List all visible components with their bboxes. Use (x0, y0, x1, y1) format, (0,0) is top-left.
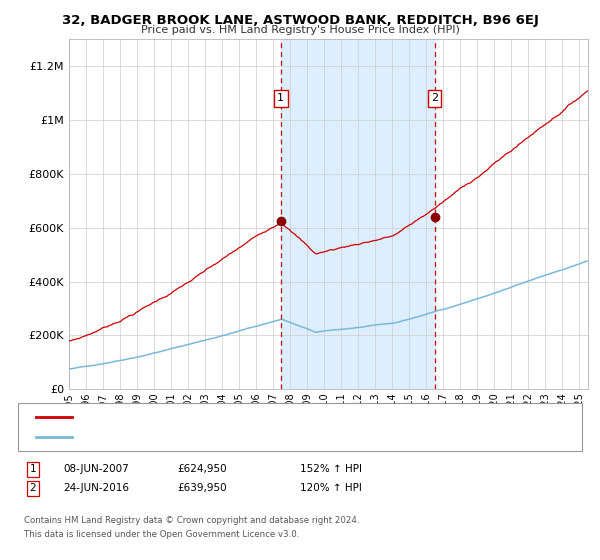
Bar (281, 39, 434, 389)
Text: 152% ↑ HPI: 152% ↑ HPI (300, 464, 362, 474)
Text: Price paid vs. HM Land Registry's House Price Index (HPI): Price paid vs. HM Land Registry's House … (140, 25, 460, 35)
Text: £624,950: £624,950 (177, 464, 227, 474)
Text: 1: 1 (277, 94, 284, 104)
Text: Contains HM Land Registry data © Crown copyright and database right 2024.
This d: Contains HM Land Registry data © Crown c… (24, 516, 359, 539)
Text: 120% ↑ HPI: 120% ↑ HPI (300, 483, 362, 493)
Text: 24-JUN-2016: 24-JUN-2016 (63, 483, 129, 493)
Text: HPI: Average price, detached house, Redditch: HPI: Average price, detached house, Redd… (81, 432, 305, 442)
Text: 32, BADGER BROOK LANE, ASTWOOD BANK, REDDITCH, B96 6EJ (detached house): 32, BADGER BROOK LANE, ASTWOOD BANK, RED… (81, 412, 485, 422)
Text: 08-JUN-2007: 08-JUN-2007 (63, 464, 129, 474)
Text: £639,950: £639,950 (177, 483, 227, 493)
Text: 1: 1 (29, 464, 37, 474)
Text: 2: 2 (431, 94, 438, 104)
Text: 32, BADGER BROOK LANE, ASTWOOD BANK, REDDITCH, B96 6EJ: 32, BADGER BROOK LANE, ASTWOOD BANK, RED… (62, 14, 538, 27)
Text: 2: 2 (29, 483, 37, 493)
